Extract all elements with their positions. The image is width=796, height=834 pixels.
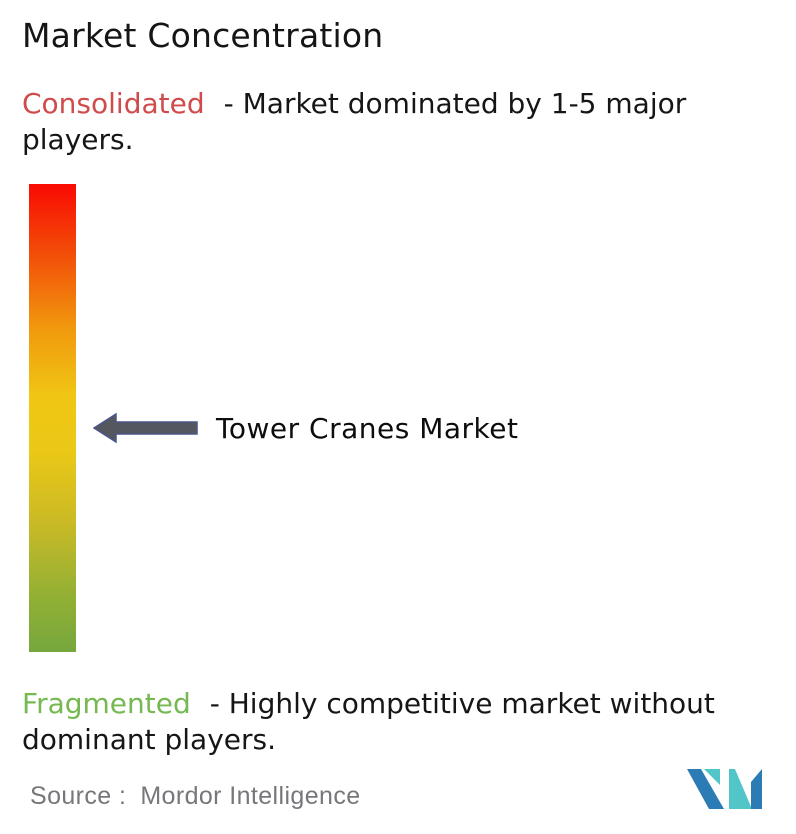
consolidated-description: - Market dominated by 1-5 major players. [22,87,687,156]
market-marker: Tower Cranes Market [93,405,518,451]
source-label: Source : [30,782,127,810]
fragmented-term: Fragmented [22,687,191,720]
mordor-intelligence-logo-icon [687,769,762,809]
fragmented-description: - Highly competitive market without domi… [22,687,715,756]
page-title: Market Concentration [22,16,384,55]
source-value: Mordor Intelligence [140,782,361,810]
fragmented-line: Fragmented - Highly competitive market wi… [22,686,796,758]
left-arrow-icon [93,413,198,443]
source-line: Source : Mordor Intelligence [30,782,361,811]
consolidated-line: Consolidated - Market dominated by 1-5 ma… [22,86,767,158]
consolidated-term: Consolidated [22,87,205,120]
marker-label: Tower Cranes Market [216,411,519,445]
concentration-gradient-bar [29,184,76,652]
